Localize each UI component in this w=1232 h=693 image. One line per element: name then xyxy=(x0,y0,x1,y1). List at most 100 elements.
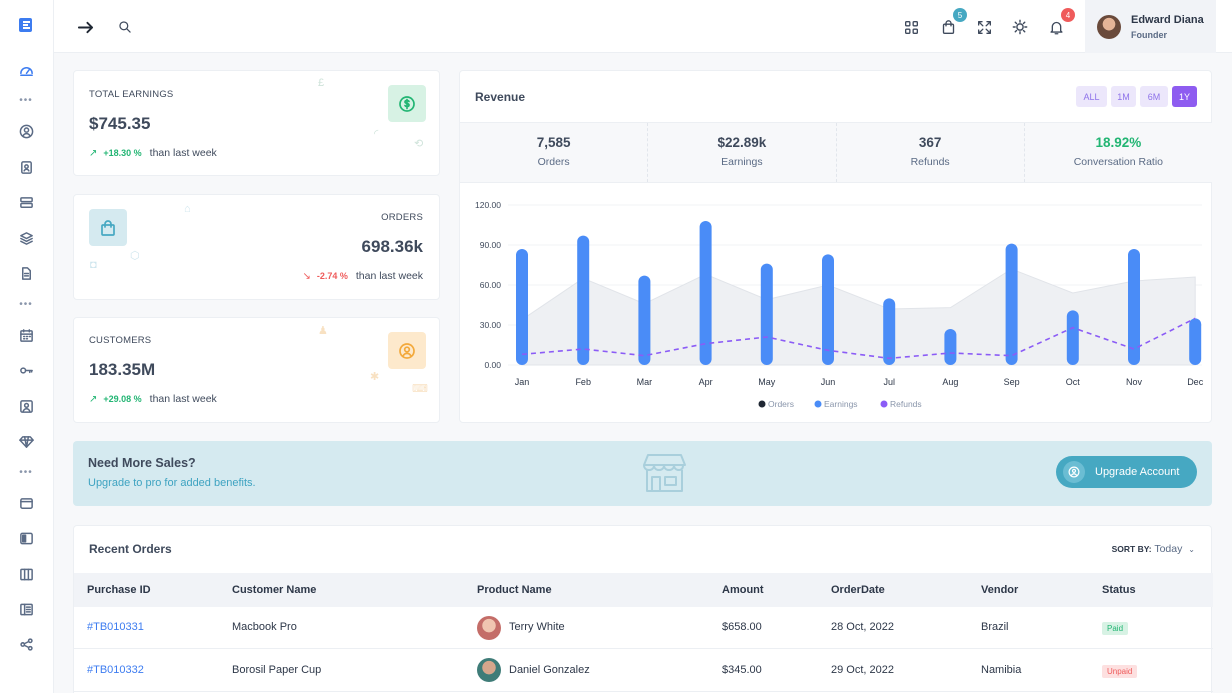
search-icon[interactable] xyxy=(114,16,136,38)
col-order-date[interactable]: OrderDate xyxy=(831,584,885,596)
banner-subtitle: Upgrade to pro for added benefits. xyxy=(88,477,256,489)
x-tick-label: Mar xyxy=(637,377,653,387)
server-icon[interactable] xyxy=(15,191,37,213)
file-icon[interactable] xyxy=(15,262,37,284)
order-date: 29 Oct, 2022 xyxy=(831,664,894,676)
topbar: 5 4 Edward Diana Founder xyxy=(54,0,1232,53)
earnings-bar xyxy=(577,235,590,365)
calendar-icon[interactable] xyxy=(15,324,37,346)
total-earnings-card: TOTAL EARNINGS $745.35 ↗ +18.30 % than l… xyxy=(73,70,440,176)
revenue-card: Revenue ALL 1M 6M 1Y 7,585 Orders $22.89… xyxy=(459,70,1212,423)
earnings-value: $745.35 xyxy=(89,114,151,133)
revenue-summary: 7,585 Orders $22.89k Earnings 367 Refund… xyxy=(460,122,1212,183)
range-all-button[interactable]: ALL xyxy=(1076,86,1107,107)
browser-window-icon[interactable] xyxy=(15,492,37,514)
sort-value: Today xyxy=(1154,543,1183,555)
legend-label: Refunds xyxy=(890,399,922,409)
storefront-icon xyxy=(643,454,686,492)
decor-pound-icon: £ xyxy=(318,77,325,89)
col-product-name[interactable]: Product Name xyxy=(477,584,552,596)
notification-badge: 4 xyxy=(1061,8,1075,22)
summary-value: $22.89k xyxy=(717,135,767,150)
user-profile-menu[interactable]: Edward Diana Founder xyxy=(1085,0,1216,53)
earnings-bar xyxy=(1005,243,1018,365)
diamond-icon[interactable] xyxy=(15,430,37,452)
earnings-change: +18.30 % xyxy=(103,148,142,158)
table-row: #TB010332 Borosil Paper Cup Daniel Gonza… xyxy=(74,650,1213,692)
contact-card-icon[interactable] xyxy=(15,156,37,178)
decor-gear-icon: ✱ xyxy=(370,371,380,383)
earnings-bar xyxy=(699,221,712,365)
upgrade-account-button[interactable]: Upgrade Account xyxy=(1056,456,1197,488)
sort-dropdown[interactable]: SORT BY: Today ⌄ xyxy=(1112,543,1195,555)
brand-logo-icon[interactable] xyxy=(18,17,34,33)
profile-icon[interactable] xyxy=(15,395,37,417)
summary-refunds: 367 Refunds xyxy=(837,123,1025,182)
light-mode-sun-icon[interactable] xyxy=(1009,16,1031,38)
orders-value: 698.36k xyxy=(361,237,423,256)
y-tick-label: 60.00 xyxy=(480,280,502,290)
vendor: Brazil xyxy=(981,621,1009,633)
sidebar: ••• ••• ••• xyxy=(0,0,54,693)
decor-chat-icon: ⌨ xyxy=(412,383,428,395)
menu-toggle-arrow-icon[interactable] xyxy=(74,16,96,38)
summary-label: Orders xyxy=(537,156,570,168)
key-icon[interactable] xyxy=(15,359,37,381)
decor-person-icon: ♟ xyxy=(318,325,328,337)
refunds-line xyxy=(521,317,1196,360)
notification-bell-icon[interactable]: 4 xyxy=(1045,8,1075,38)
apps-grid-icon[interactable] xyxy=(900,16,922,38)
user-icon xyxy=(1063,461,1085,483)
customers-card: CUSTOMERS 183.35M ↗ +29.08 % than last w… xyxy=(73,317,440,423)
range-1y-button[interactable]: 1Y xyxy=(1172,86,1197,107)
list-detail-icon[interactable] xyxy=(15,598,37,620)
range-1m-button[interactable]: 1M xyxy=(1111,86,1136,107)
summary-orders: 7,585 Orders xyxy=(460,123,649,182)
orders-shopping-bag-icon xyxy=(89,209,127,246)
customer-avatar xyxy=(477,616,501,640)
earnings-bar xyxy=(1189,318,1202,365)
legend-marker xyxy=(758,400,766,408)
range-6m-button[interactable]: 6M xyxy=(1140,86,1168,107)
fullscreen-icon[interactable] xyxy=(973,16,995,38)
share-icon[interactable] xyxy=(15,633,37,655)
x-tick-label: May xyxy=(758,377,776,387)
summary-value: 7,585 xyxy=(536,135,571,150)
col-status[interactable]: Status xyxy=(1102,584,1136,596)
amount: $658.00 xyxy=(722,621,762,633)
user-name: Edward Diana xyxy=(1131,13,1204,26)
menu-divider: ••• xyxy=(19,299,33,310)
col-vendor[interactable]: Vendor xyxy=(981,584,1019,596)
columns-icon[interactable] xyxy=(15,563,37,585)
earnings-bar xyxy=(944,329,957,365)
orders-card: ⌂ ◘ ⬡ ORDERS 698.36k ↘ -2.74 % than last… xyxy=(73,194,440,300)
upgrade-banner: Need More Sales? Upgrade to pro for adde… xyxy=(73,441,1212,506)
recent-orders-title: Recent Orders xyxy=(89,542,172,556)
purchase-id-link[interactable]: #TB010331 xyxy=(87,621,144,633)
trend-up-icon: ↗ xyxy=(89,393,98,405)
orders-change: -2.74 % xyxy=(316,271,348,281)
sidebar-layout-icon[interactable] xyxy=(15,527,37,549)
customer-name: Macbook Pro xyxy=(232,621,297,633)
col-amount[interactable]: Amount xyxy=(722,584,764,596)
y-tick-label: 120.00 xyxy=(475,200,501,210)
col-customer-name[interactable]: Customer Name xyxy=(232,584,317,596)
orders-label: ORDERS xyxy=(381,212,423,223)
dashboard-icon[interactable] xyxy=(15,59,37,81)
summary-value: 367 xyxy=(918,135,942,150)
trend-up-icon: ↗ xyxy=(89,147,98,159)
revenue-chart: 0.00 30.00 60.00 90.00 120.00 Jan Feb Mar Apr May… xyxy=(475,200,1204,409)
earnings-sub: than last week xyxy=(149,147,217,159)
decor-tag-icon: ⬡ xyxy=(130,250,140,262)
purchase-id-link[interactable]: #TB010332 xyxy=(87,664,144,676)
amount: $345.00 xyxy=(722,664,762,676)
earnings-bar xyxy=(638,275,651,365)
summary-earnings: $22.89k Earnings xyxy=(648,123,837,182)
customers-value: 183.35M xyxy=(89,360,156,379)
col-purchase-id[interactable]: Purchase ID xyxy=(87,584,151,596)
user-circle-icon[interactable] xyxy=(15,120,37,142)
sort-label: SORT BY: xyxy=(1111,544,1152,554)
cart-bag-icon[interactable]: 5 xyxy=(937,8,967,38)
status-badge: Paid xyxy=(1102,622,1129,635)
layers-icon[interactable] xyxy=(15,227,37,249)
